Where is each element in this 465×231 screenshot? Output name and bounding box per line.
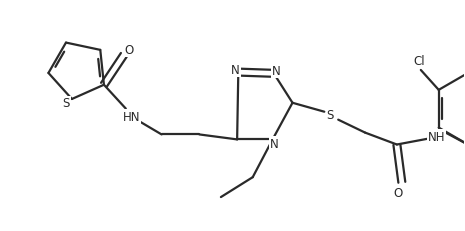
Text: O: O bbox=[124, 44, 133, 57]
Text: NH: NH bbox=[428, 131, 445, 143]
Text: HN: HN bbox=[123, 111, 140, 124]
Text: Cl: Cl bbox=[413, 54, 425, 67]
Text: N: N bbox=[272, 65, 281, 78]
Text: N: N bbox=[270, 137, 279, 150]
Text: O: O bbox=[393, 186, 403, 199]
Text: N: N bbox=[231, 63, 239, 76]
Text: S: S bbox=[62, 97, 70, 110]
Text: S: S bbox=[326, 109, 334, 122]
